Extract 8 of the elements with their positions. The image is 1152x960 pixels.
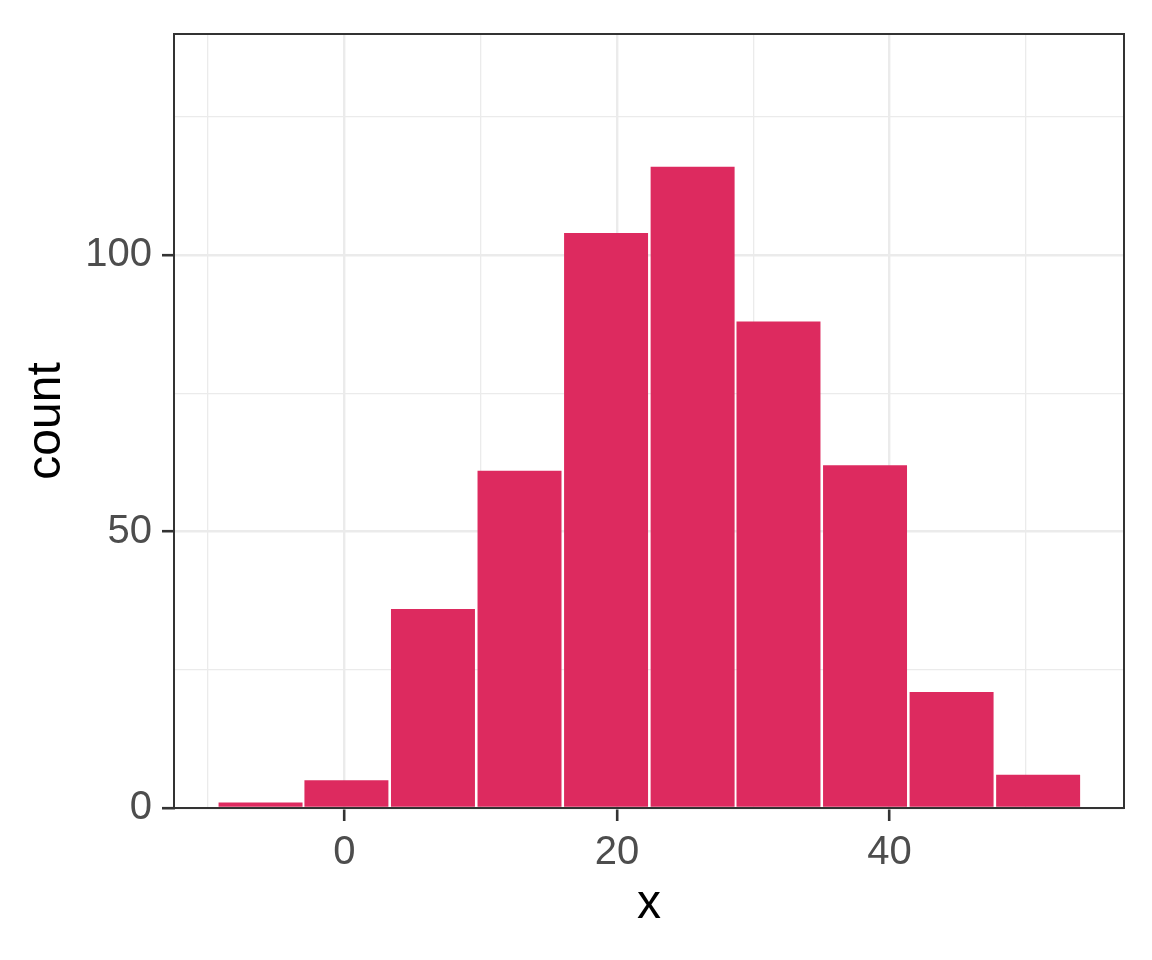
x-tick-label: 0	[333, 828, 356, 873]
x-axis-title: x	[637, 875, 661, 929]
x-tick-label: 40	[867, 828, 912, 873]
y-tick-label: 50	[107, 506, 152, 551]
y-axis-title: count	[17, 362, 71, 480]
y-tick-label: 0	[129, 783, 152, 828]
y-tick-label: 100	[85, 230, 152, 275]
x-tick-label: 20	[594, 828, 640, 873]
